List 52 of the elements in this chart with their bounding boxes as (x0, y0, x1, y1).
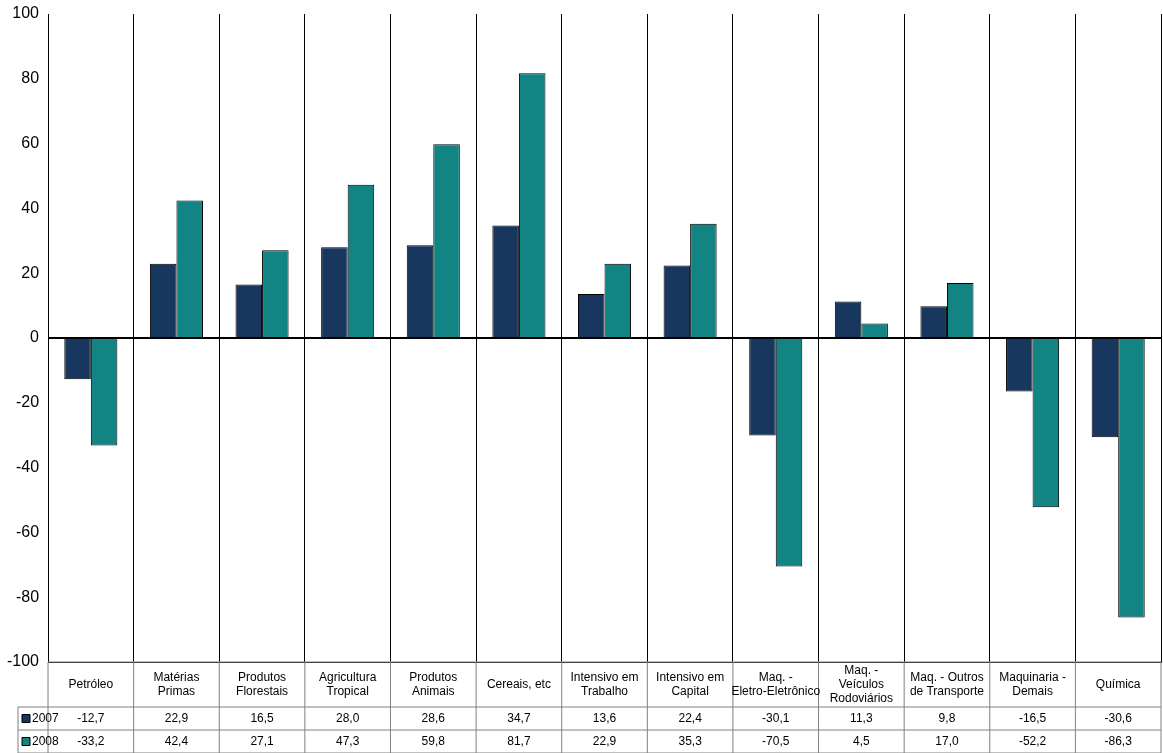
x-tick-label: Matérias Primas (153, 669, 200, 698)
x-tick-label: Maq. - Outros de Transporte (909, 669, 985, 698)
x-tick-label: Cereais, etc (486, 676, 551, 691)
y-tick-label: 100 (12, 4, 40, 22)
y-tick-label: -60 (15, 522, 40, 540)
data-label: -70,5 (762, 733, 790, 748)
x-tick-label: Maq. - Eletro-Eletrônico (731, 669, 821, 698)
data-label: 28,0 (335, 710, 360, 725)
y-tick-label: -100 (6, 652, 40, 670)
x-tick-label: Produtos Animais (409, 669, 458, 698)
y-tick-label: 60 (21, 134, 40, 152)
x-tick-label: Maquinaria - Demais (999, 669, 1066, 698)
y-tick-label: -40 (15, 458, 40, 476)
data-label: -86,3 (1104, 733, 1133, 748)
data-label: 59,8 (421, 733, 446, 748)
data-label: 42,4 (164, 733, 189, 748)
data-label: 22,9 (164, 710, 189, 725)
y-tick-label: -20 (15, 393, 40, 411)
x-tick-label: Química (1095, 676, 1141, 691)
data-label: -12,7 (77, 710, 105, 725)
y-tick-label: 40 (21, 198, 40, 216)
data-label: -30,6 (1104, 710, 1133, 725)
data-label: 4,5 (853, 733, 871, 748)
x-tick-label: Petróleo (68, 676, 114, 691)
legend-label: 2007 (32, 710, 60, 725)
data-label: 22,4 (678, 710, 703, 725)
x-tick-label: Agricultura Tropical (318, 669, 377, 698)
data-label: -52,2 (1018, 733, 1047, 748)
data-label: 17,0 (935, 733, 959, 748)
data-label: -30,1 (762, 710, 790, 725)
y-tick-label: 80 (21, 69, 40, 87)
data-label: 35,3 (678, 733, 703, 748)
data-label: 28,6 (421, 710, 446, 725)
data-label: 9,8 (938, 710, 956, 725)
data-label: 13,6 (592, 710, 617, 725)
data-label: 16,5 (250, 710, 275, 725)
y-tick-label: 0 (30, 328, 40, 346)
y-tick-label: -80 (15, 587, 40, 605)
y-tick-label: 20 (21, 263, 40, 281)
x-tick-label: Produtos Florestais (236, 669, 289, 698)
data-label: 27,1 (250, 733, 275, 748)
data-label: 22,9 (592, 733, 617, 748)
data-label: 11,3 (850, 710, 873, 725)
legend-label: 2008 (32, 733, 60, 748)
data-label: -33,2 (77, 733, 105, 748)
data-label: 47,3 (335, 733, 360, 748)
data-label: 34,7 (507, 710, 531, 725)
x-tick-label: Intensivo em Trabalho (570, 669, 639, 698)
x-tick-label: Intensivo em Capital (656, 669, 725, 698)
x-tick-label: Maq. - Veículos Rodoviários (829, 662, 894, 705)
data-label: 81,7 (507, 733, 531, 748)
data-label: -16,5 (1018, 710, 1047, 725)
